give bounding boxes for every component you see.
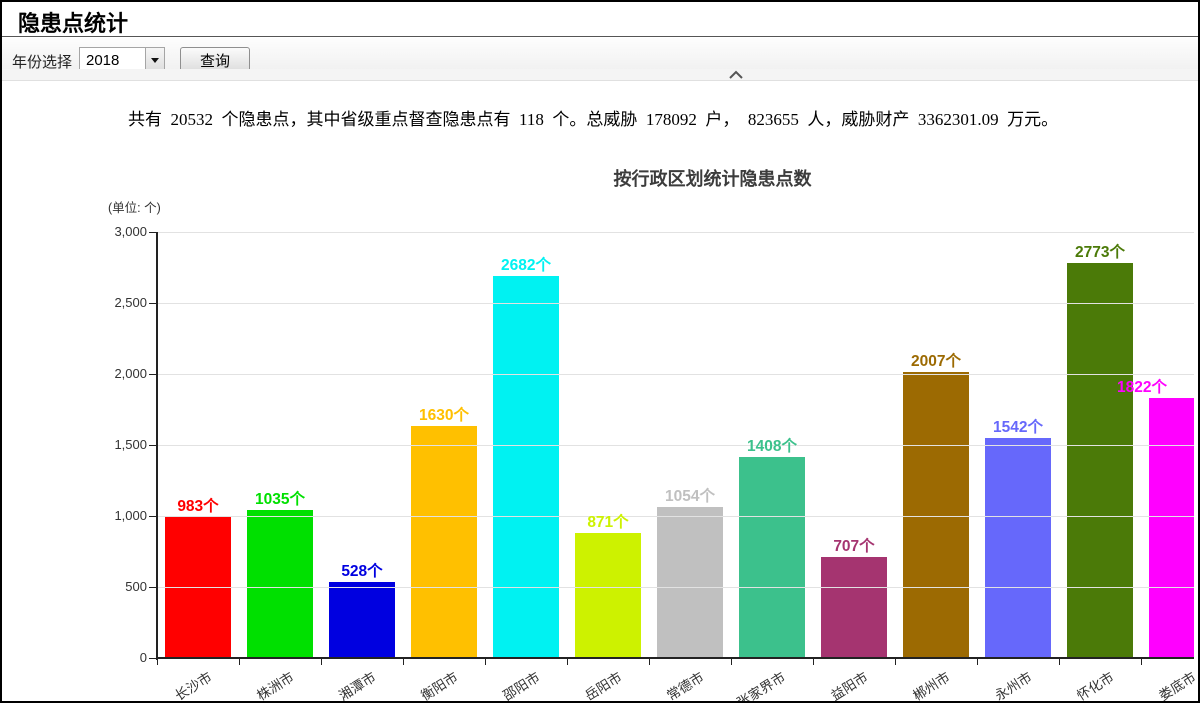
x-tick-label: 娄底市 xyxy=(1155,669,1199,703)
gridline xyxy=(157,231,1194,233)
caret-down-icon xyxy=(151,57,159,63)
x-axis-tick xyxy=(813,659,814,665)
x-axis-tick xyxy=(485,659,486,665)
x-axis-tick xyxy=(157,659,158,665)
x-axis-tick xyxy=(321,659,322,665)
gridline xyxy=(157,302,1194,304)
y-tick-label: 1,500 xyxy=(114,437,147,452)
bar-value-label: 2007个 xyxy=(911,353,961,370)
x-tick-label: 郴州市 xyxy=(909,669,953,703)
y-axis xyxy=(156,232,158,660)
x-tick-label: 湘潭市 xyxy=(335,669,379,703)
chart-title: 按行政区划统计隐患点数 xyxy=(613,169,812,189)
y-tick-label: 3,000 xyxy=(114,224,147,239)
year-combobox-input[interactable] xyxy=(80,48,145,72)
bar-value-label: 1035个 xyxy=(255,491,305,509)
x-axis-tick xyxy=(649,659,650,665)
bar-value-label: 2682个 xyxy=(501,257,551,275)
y-tick-label: 500 xyxy=(125,579,147,594)
x-axis-tick xyxy=(895,659,896,665)
unit-label: (单位: 个) xyxy=(108,201,161,215)
y-axis-tick xyxy=(149,444,157,446)
y-tick-label: 1,000 xyxy=(114,508,147,523)
bar[interactable] xyxy=(411,425,477,657)
x-tick-label: 张家界市 xyxy=(734,669,789,703)
y-axis-tick xyxy=(149,373,157,375)
bar-value-label: 2773个 xyxy=(1075,244,1125,262)
bar-value-label: 1054个 xyxy=(665,488,715,506)
toolbar: 年份选择 查询 xyxy=(2,38,1198,81)
x-axis-tick xyxy=(403,659,404,665)
x-axis-tick xyxy=(731,659,732,665)
y-tick-label: 2,500 xyxy=(114,295,147,310)
x-tick-label: 益阳市 xyxy=(827,669,871,703)
bar-value-label: 1408个 xyxy=(747,438,797,456)
bar-chart-plot-area: 0 500 1,000 1,500 2,000 2,500 3,000 983个长沙市 1035… xyxy=(114,224,1198,701)
bar[interactable] xyxy=(903,372,969,657)
x-tick-label: 永州市 xyxy=(991,669,1035,703)
gridline xyxy=(157,444,1194,446)
bar[interactable] xyxy=(1067,263,1133,657)
bar-value-label: 1630个 xyxy=(419,406,469,424)
combobox-dropdown-button[interactable] xyxy=(145,48,164,72)
x-axis-tick xyxy=(1141,659,1142,665)
bar[interactable] xyxy=(985,438,1051,657)
y-axis-tick xyxy=(149,302,157,304)
bar-value-label: 1822个 xyxy=(1117,379,1167,397)
content-panel: 共有 20532 个隐患点，其中省级重点督查隐患点有 118 个。总威胁 178… xyxy=(2,81,1198,701)
page-title: 隐患点统计 xyxy=(18,11,129,36)
summary-text: 共有 20532 个隐患点，其中省级重点督查隐患点有 118 个。总威胁 178… xyxy=(128,110,1059,129)
gridline xyxy=(157,586,1194,588)
x-axis-tick xyxy=(1059,659,1060,665)
x-axis-tick xyxy=(239,659,240,665)
bar-value-label: 871个 xyxy=(587,514,629,532)
bar[interactable] xyxy=(247,510,313,657)
year-combobox[interactable] xyxy=(79,47,165,73)
y-tick-label: 2,000 xyxy=(114,366,147,381)
bar[interactable] xyxy=(739,457,805,657)
x-tick-label: 衡阳市 xyxy=(417,669,461,703)
bar-value-label: 707个 xyxy=(833,537,875,555)
x-tick-label: 邵阳市 xyxy=(499,669,543,703)
y-axis-tick xyxy=(149,515,157,517)
chevron-up-icon[interactable] xyxy=(729,70,743,79)
bar[interactable] xyxy=(575,533,641,657)
bar-value-label: 1542个 xyxy=(993,419,1043,437)
x-tick-label: 常德市 xyxy=(663,669,707,703)
year-select-label: 年份选择 xyxy=(12,55,73,71)
x-tick-label: 岳阳市 xyxy=(581,669,625,703)
gridline xyxy=(157,515,1194,517)
y-axis-tick xyxy=(149,586,157,588)
bar[interactable] xyxy=(821,556,887,657)
x-axis xyxy=(157,657,1194,659)
bar[interactable] xyxy=(1149,398,1194,657)
y-axis-tick xyxy=(149,657,157,659)
x-tick-label: 怀化市 xyxy=(1073,669,1117,703)
bar-value-label: 983个 xyxy=(177,498,219,516)
x-tick-label: 长沙市 xyxy=(171,669,215,703)
x-axis-tick xyxy=(567,659,568,665)
gridline xyxy=(157,373,1194,375)
header: 隐患点统计 xyxy=(2,2,1198,37)
x-axis-tick xyxy=(977,659,978,665)
y-tick-label: 0 xyxy=(139,650,147,665)
x-tick-label: 株洲市 xyxy=(253,669,297,703)
y-axis-tick xyxy=(149,231,157,233)
bar[interactable] xyxy=(493,276,559,657)
bar-value-label: 528个 xyxy=(341,563,383,581)
collapse-strip xyxy=(2,69,1198,80)
bar[interactable] xyxy=(657,507,723,657)
bar[interactable] xyxy=(329,582,395,657)
